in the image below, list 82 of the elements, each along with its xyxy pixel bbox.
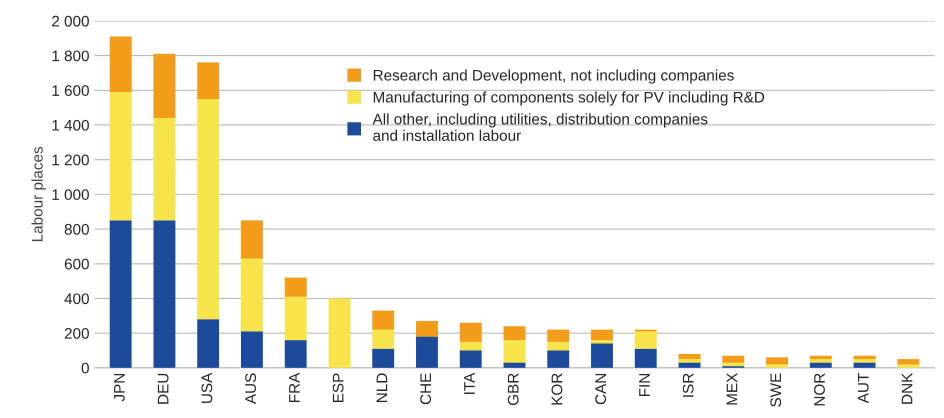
bar [460, 350, 482, 368]
x-tick-label: DEU [158, 374, 169, 404]
bar [460, 342, 482, 350]
bar [810, 356, 832, 360]
bar [328, 298, 350, 368]
y-tick-label: 400 [64, 293, 89, 304]
x-tick-label: FRA [289, 372, 300, 402]
bar [240, 258, 263, 332]
bar [722, 362, 744, 366]
bar [766, 357, 788, 364]
bar [372, 348, 394, 368]
y-tick-label: 1 800 [52, 50, 89, 62]
x-tick-label: AUT [858, 373, 869, 404]
bar [504, 326, 526, 340]
bar [547, 350, 570, 368]
bar [284, 340, 307, 368]
y-tick-label: 1 400 [52, 120, 89, 131]
bar [372, 330, 394, 349]
x-tick-label: JPN [114, 374, 125, 402]
bar [372, 310, 394, 330]
bar [547, 342, 570, 350]
bar [504, 340, 526, 363]
bar [197, 62, 220, 99]
x-tick-label: CHE [420, 373, 432, 404]
bar [284, 296, 307, 340]
bar [591, 344, 613, 368]
bar [854, 359, 876, 363]
x-tick-label: SWE [770, 373, 782, 407]
bar [416, 321, 438, 337]
y-axis-title: Labour places [32, 146, 46, 242]
legend-label: Research and Development, not including companies [374, 69, 734, 84]
x-tick-label: KOR [552, 373, 562, 405]
bar [722, 356, 744, 363]
bar [854, 356, 876, 360]
y-tick-label: 0 [82, 362, 89, 374]
bar [110, 92, 132, 220]
x-tick-label: ESP [332, 374, 344, 402]
bar [678, 354, 700, 360]
y-tick-label: 2 000 [52, 16, 89, 27]
x-tick-label: USA [201, 372, 212, 403]
bar [110, 220, 132, 368]
y-tick-label: 600 [64, 258, 89, 270]
bar [460, 322, 482, 342]
x-tick-label: NLD [376, 373, 388, 402]
legend-label: Manufacturing of components solely for PV including R&D [374, 91, 764, 106]
bar [504, 362, 526, 368]
x-tick-label: FIN [639, 374, 650, 396]
bar [197, 319, 220, 368]
x-tick-label: CAN [595, 374, 606, 404]
bar [810, 362, 832, 368]
x-tick-label: GBR [508, 373, 519, 406]
bar [240, 331, 263, 368]
bar [153, 220, 176, 368]
y-tick-label: 1 200 [52, 154, 89, 166]
bar [591, 330, 613, 340]
bar [547, 330, 570, 342]
bar [678, 362, 700, 368]
bar [634, 331, 657, 349]
x-tick-label: ISR [682, 373, 694, 397]
legend-label: All other, including utilities, distribution companies and installation labour [372, 113, 708, 141]
x-tick-label: MEX [726, 373, 738, 405]
bar [678, 359, 700, 363]
bar [153, 54, 176, 118]
bar [897, 359, 920, 364]
bar [110, 36, 132, 92]
bar [240, 220, 263, 259]
y-tick-label: 800 [64, 224, 89, 235]
bar [284, 278, 307, 297]
bar [854, 362, 876, 368]
bar [197, 98, 220, 320]
y-tick-label: 1 600 [52, 85, 89, 96]
x-tick-label: AUS [245, 373, 256, 404]
bar [810, 359, 832, 363]
y-tick-label: 200 [64, 328, 89, 339]
y-tick-label: 1 000 [52, 189, 89, 200]
bar [634, 348, 657, 368]
bar [153, 118, 176, 220]
bar [591, 340, 613, 344]
bar [416, 336, 438, 368]
x-tick-label: ITA [464, 372, 475, 394]
x-tick-label: DNK [902, 372, 912, 404]
x-tick-label: NOR [814, 373, 825, 406]
